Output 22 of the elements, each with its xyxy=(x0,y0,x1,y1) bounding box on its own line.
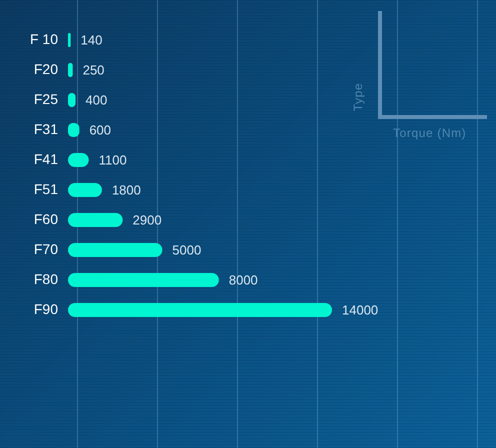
text: Torque (Nm) xyxy=(393,126,466,140)
y-tick-label: F25 xyxy=(34,90,58,107)
y-tick-label: F60 xyxy=(34,210,58,227)
data-label: 1100 xyxy=(98,152,127,168)
data-label: 140 xyxy=(80,32,102,48)
y-tick-label: F41 xyxy=(34,150,58,167)
text: Type xyxy=(351,82,366,112)
y-tick-label: F51 xyxy=(34,180,58,197)
data-label: 250 xyxy=(82,62,104,78)
y-tick-label: F90 xyxy=(34,300,58,317)
y-tick-label: F31 xyxy=(34,120,58,137)
y-tick-label: F80 xyxy=(34,270,58,287)
data-label: 2900 xyxy=(132,212,162,228)
data-label: 1800 xyxy=(112,182,141,198)
data-label: 8000 xyxy=(228,272,258,288)
data-label: 14000 xyxy=(342,302,378,318)
data-label: 400 xyxy=(86,92,108,108)
y-tick-label: F20 xyxy=(34,60,58,77)
y-tick-label: F70 xyxy=(34,240,58,257)
data-label: 600 xyxy=(89,122,112,138)
y-tick-label: F 10 xyxy=(30,30,58,47)
data-label: 5000 xyxy=(172,242,202,258)
